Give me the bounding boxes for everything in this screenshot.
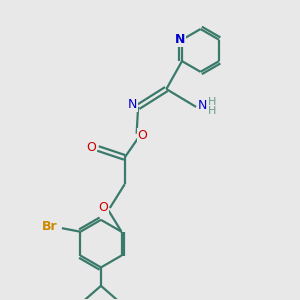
Text: H: H	[208, 97, 217, 106]
Text: N: N	[128, 98, 137, 111]
Text: O: O	[138, 129, 148, 142]
Text: O: O	[86, 140, 96, 154]
Text: N: N	[175, 33, 186, 46]
Text: O: O	[98, 202, 108, 214]
Text: H: H	[208, 106, 217, 116]
Text: N: N	[198, 99, 207, 112]
Text: Br: Br	[42, 220, 58, 233]
